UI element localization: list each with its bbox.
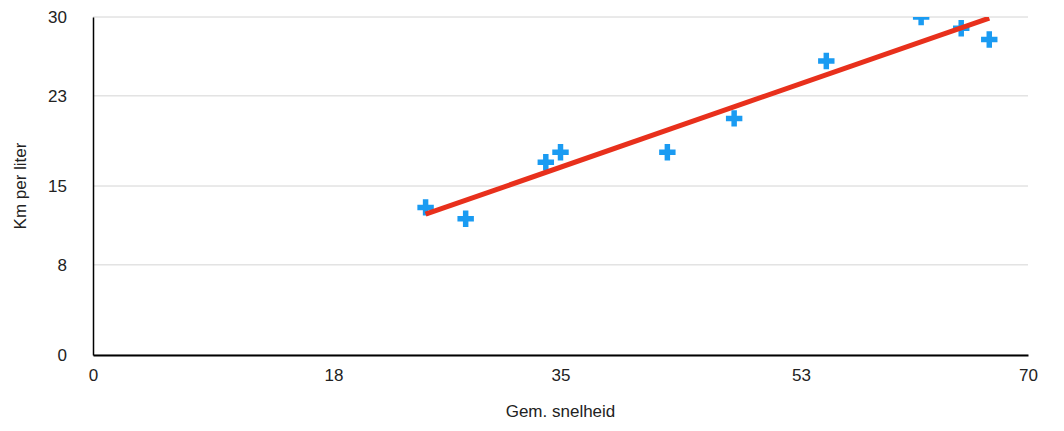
grid-line (93, 186, 1028, 187)
grid-line (93, 95, 1028, 96)
y-tick-label: 23 (48, 87, 67, 106)
y-axis-line (93, 18, 95, 356)
y-tick: 30 (48, 8, 93, 27)
y-tick: 0 (58, 346, 93, 365)
x-tick-label: 70 (1019, 366, 1038, 385)
point (913, 17, 929, 25)
y-tick-label: 8 (58, 256, 67, 275)
x-axis-line (94, 355, 1029, 357)
grid-line (93, 17, 1028, 18)
x-tick: 0 (89, 355, 98, 385)
x-tick: 53 (792, 355, 811, 385)
y-tick: 8 (58, 256, 93, 275)
marks (417, 17, 997, 227)
y-axis-title: Km per liter (11, 142, 30, 229)
x-tick: 18 (324, 355, 343, 385)
y-tick-label: 30 (48, 8, 67, 27)
grid-line (93, 355, 1028, 356)
point (552, 144, 568, 160)
point (981, 31, 997, 47)
chart: 0 18 35 53 70 0 8 15 23 30 Gem. snelheid Km per lit… (0, 0, 1064, 431)
grid-line (93, 264, 1028, 265)
grid (93, 17, 1028, 355)
y-tick: 23 (48, 87, 93, 106)
plot: 0 18 35 53 70 0 8 15 23 30 (48, 8, 1038, 385)
point (726, 110, 742, 126)
y-tick: 15 (48, 177, 93, 196)
point (659, 144, 675, 160)
x-tick-label: 18 (324, 366, 343, 385)
y-tick-label: 15 (48, 177, 67, 196)
x-tick-label: 0 (89, 366, 98, 385)
x-axis: 0 18 35 53 70 (89, 355, 1038, 385)
x-tick: 35 (552, 355, 571, 385)
x-tick-label: 35 (552, 366, 571, 385)
y-axis: 0 8 15 23 30 (48, 8, 93, 365)
point (818, 53, 834, 69)
x-tick: 70 (1019, 355, 1038, 385)
x-tick-label: 53 (792, 366, 811, 385)
point (457, 210, 473, 226)
x-axis-title: Gem. snelheid (506, 402, 616, 421)
y-tick-label: 0 (58, 346, 67, 365)
trend-line (426, 18, 990, 214)
